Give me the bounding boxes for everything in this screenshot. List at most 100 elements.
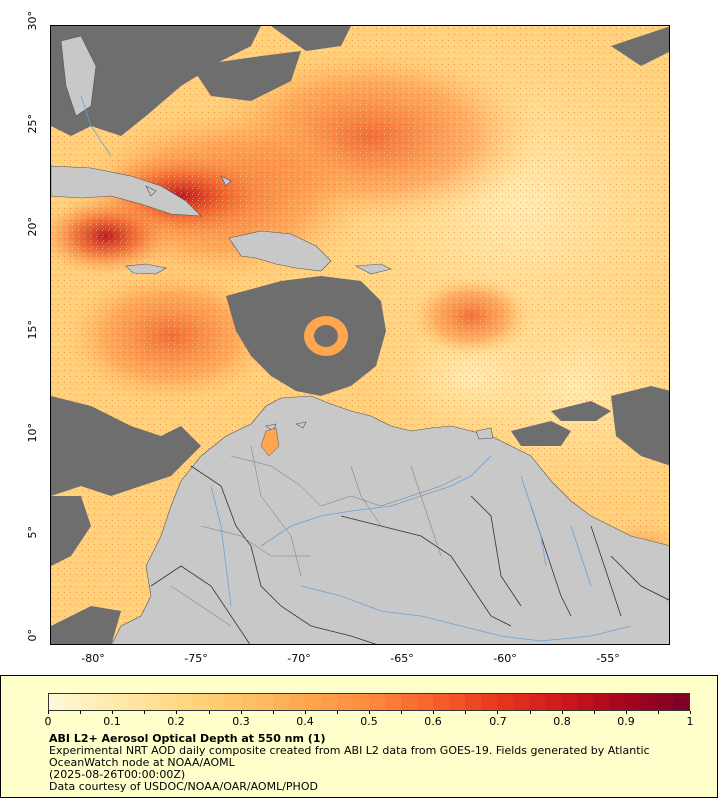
colorbar-swatch: [673, 694, 689, 710]
nodata-atlantic-patch: [511, 421, 571, 446]
rivers: [80, 95, 632, 642]
map-panel: [50, 25, 670, 645]
colorbar-minor-tick: [336, 711, 338, 714]
river-magdalena: [210, 485, 232, 607]
state-border-6: [170, 585, 232, 627]
border-venezuela-guyana: [470, 495, 522, 607]
colorbar-minor-tick: [112, 711, 114, 714]
legend-text: ABI L2+ Aerosol Optical Depth at 550 nm …: [49, 733, 699, 793]
colorbar-minor-tick: [272, 711, 274, 714]
land-south-america: [111, 395, 669, 644]
colorbar: [48, 693, 690, 711]
colorbar-minor-tick: [80, 711, 82, 714]
state-border-5: [200, 525, 311, 557]
cb-tick-0.3: 0.3: [232, 715, 250, 728]
colorbar-swatch: [209, 694, 225, 710]
colorbar-swatch: [145, 694, 161, 710]
colorbar-minor-tick: [497, 711, 499, 714]
river-florida: [80, 95, 112, 157]
nodata-florida: [191, 51, 301, 101]
colorbar-minor-tick: [304, 711, 306, 714]
nodata-ne: [611, 26, 669, 66]
cb-tick-0.7: 0.7: [489, 715, 507, 728]
colorbar-swatch: [97, 694, 113, 710]
nodata-regions: [51, 26, 669, 644]
colorbar-swatch: [225, 694, 241, 710]
land-florida: [60, 35, 97, 117]
cb-tick-1: 1: [686, 715, 694, 728]
colorbar-minor-tick: [369, 711, 370, 714]
legend-title: ABI L2+ Aerosol Optical Depth at 550 nm …: [49, 732, 326, 745]
colorbar-minor-tick: [144, 711, 146, 714]
nodata-pacific: [51, 496, 91, 566]
colorbar-minor-tick: [465, 711, 467, 714]
colorbar-swatch: [337, 694, 353, 710]
lat-label-0: 0°: [26, 629, 39, 642]
colorbar-swatch: [641, 694, 657, 710]
colorbar-swatch: [625, 694, 641, 710]
colorbar-swatch: [193, 694, 209, 710]
legend-credit: Data courtesy of USDOC/NOAA/OAR/AOML/PHO…: [49, 780, 318, 793]
colorbar-swatch: [465, 694, 481, 710]
state-border-3: [350, 465, 382, 527]
cb-tick-0.8: 0.8: [553, 715, 571, 728]
legend-panel: 0 0.1 0.2 0.3 0.4 0.5 0.6 0.7 0.8 0.9 1 …: [0, 675, 718, 798]
colorbar-swatch: [257, 694, 273, 710]
aod-map: [51, 26, 669, 644]
colorbar-swatch: [657, 694, 673, 710]
colorbar-minor-tick: [625, 711, 627, 714]
cb-tick-0.4: 0.4: [296, 715, 314, 728]
river-suriname: [570, 525, 592, 587]
lon-label-70: -70°: [287, 652, 311, 665]
border-suriname-guiana: [590, 525, 622, 617]
land-trinidad: [475, 427, 494, 440]
nodata-panama: [51, 396, 201, 496]
lat-label-10: 10°: [26, 423, 39, 443]
cb-tick-0: 0: [44, 715, 52, 728]
colorbar-minor-tick: [529, 711, 531, 714]
land-bahamas-1: [145, 185, 157, 197]
state-border-4: [410, 465, 442, 557]
colorbar-swatch: [241, 694, 257, 710]
colorbar-swatch: [49, 694, 65, 710]
state-border-1: [230, 455, 462, 507]
border-colombia-ecuador: [150, 565, 251, 644]
river-amazon-tributary: [300, 585, 632, 642]
colorbar-swatch: [481, 694, 497, 710]
land-hispaniola: [228, 230, 332, 272]
river-essequibo: [520, 475, 547, 567]
state-borders: [170, 445, 462, 627]
land-cuba: [51, 165, 202, 217]
nodata-ring-center: [314, 325, 338, 347]
colorbar-swatch: [113, 694, 129, 710]
border-colombia-venezuela: [190, 465, 377, 644]
land-masses: [51, 35, 669, 644]
colorbar-swatch: [305, 694, 321, 710]
colorbar-swatch: [561, 694, 577, 710]
colorbar-minor-tick: [401, 711, 403, 714]
nodata-gulf-north: [51, 26, 261, 136]
lon-label-60: -60°: [493, 652, 517, 665]
nodata-atlantic-patch-2: [551, 401, 611, 421]
cb-tick-0.6: 0.6: [424, 715, 442, 728]
colorbar-swatch: [369, 694, 385, 710]
lat-label-25: 25°: [26, 114, 39, 134]
colorbar-minor-tick: [433, 711, 435, 714]
colorbar-swatch: [529, 694, 545, 710]
colorbar-minor-tick: [208, 711, 210, 714]
cb-tick-0.2: 0.2: [167, 715, 185, 728]
legend-timestamp: (2025-08-26T00:00:00Z): [49, 768, 186, 781]
colorbar-swatch: [497, 694, 513, 710]
colorbar-swatch: [449, 694, 465, 710]
colorbar-minor-tick: [48, 711, 49, 714]
colorbar-swatch: [289, 694, 305, 710]
colorbar-swatch: [433, 694, 449, 710]
colorbar-swatch: [81, 694, 97, 710]
colorbar-swatch: [129, 694, 145, 710]
border-guiana-brazil: [610, 555, 669, 601]
colorbar-swatch: [545, 694, 561, 710]
colorbar-swatch: [417, 694, 433, 710]
lat-label-30: 30°: [26, 11, 39, 31]
colorbar-swatch: [177, 694, 193, 710]
colorbar-swatch: [65, 694, 81, 710]
